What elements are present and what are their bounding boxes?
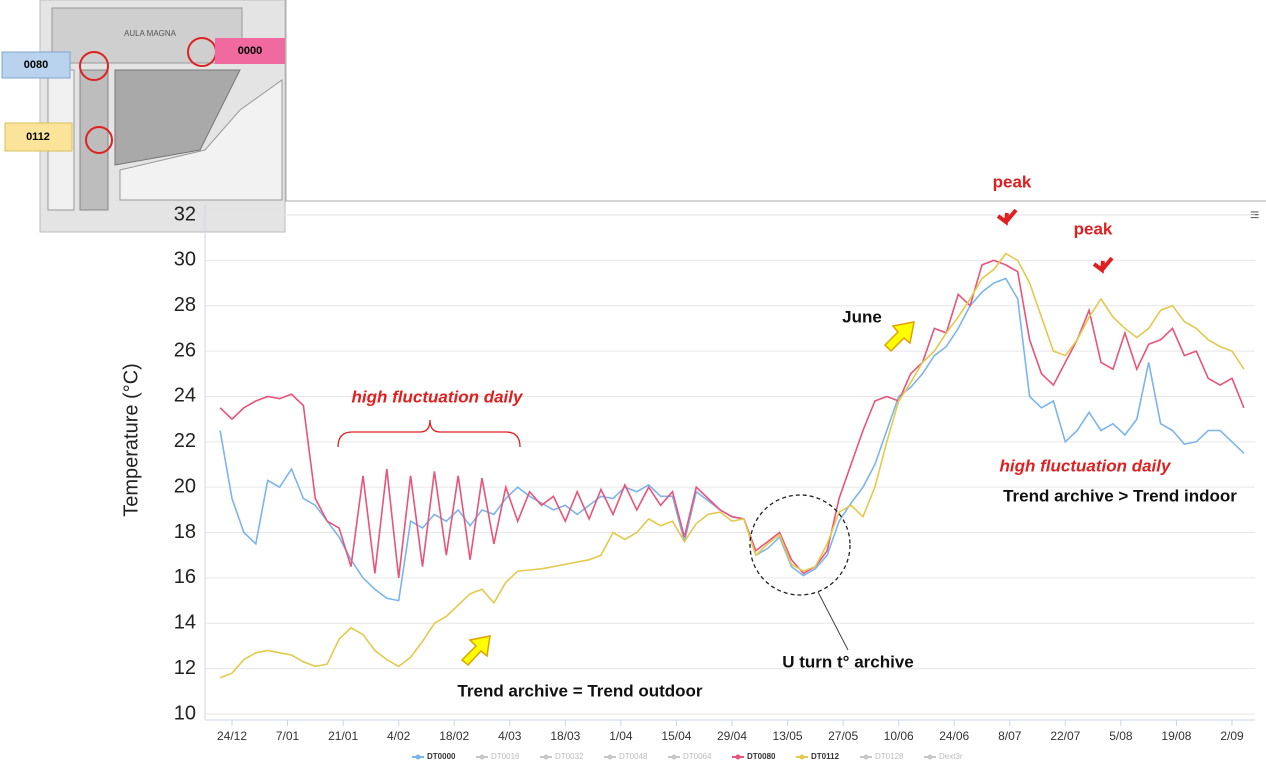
legend-label: DT0048: [619, 752, 648, 761]
y-tick-label: 24: [174, 385, 196, 407]
x-tick-label: 15/04: [661, 729, 691, 743]
x-tick-label: 18/02: [439, 729, 469, 743]
series-line: [219, 277, 1245, 602]
pointer: [817, 591, 849, 651]
legend-label: Dext3r: [939, 752, 963, 761]
annotation: high fluctuation daily: [352, 387, 524, 406]
annotation: Trend archive > Trend indoor: [1003, 486, 1237, 505]
legend-symbol: [799, 754, 805, 760]
legend-symbol: [543, 754, 549, 760]
arrow: [1092, 256, 1114, 274]
x-tick-label: 18/03: [550, 729, 580, 743]
legend-symbol: [479, 754, 485, 760]
sensor-label: 0000: [238, 45, 262, 57]
legend-symbol: [735, 754, 741, 760]
legend-label: DT0032: [555, 752, 584, 761]
y-tick-label: 20: [174, 475, 196, 497]
legend-label: DT0080: [747, 752, 776, 761]
y-tick-label: 14: [174, 612, 196, 634]
x-tick-label: 24/06: [939, 729, 969, 743]
arrow: [460, 635, 491, 667]
frame: [285, 0, 1266, 202]
legend-symbol: [863, 754, 869, 760]
legend-symbol: [607, 754, 613, 760]
x-tick-label: 8/07: [998, 729, 1022, 743]
x-tick-label: 4/03: [498, 729, 522, 743]
y-tick-label: 32: [174, 203, 196, 225]
series-line: [219, 252, 1245, 679]
legend-symbol: [927, 754, 933, 760]
x-tick-label: 2/09: [1220, 729, 1244, 743]
legend-label: DT0016: [491, 752, 520, 761]
annotation: June: [842, 307, 882, 326]
y-axis-title: Temperature (°C): [120, 363, 142, 517]
legend-symbol: [415, 754, 421, 760]
x-tick-label: 19/08: [1161, 729, 1191, 743]
arrow: [883, 321, 915, 353]
annotation: high fluctuation daily: [1000, 456, 1172, 475]
x-tick-label: 10/06: [884, 729, 914, 743]
x-tick-label: 27/05: [828, 729, 858, 743]
floor-plan: AULA MAGNA 0080 0000 0112: [1, 0, 286, 233]
y-tick-label: 28: [174, 294, 196, 316]
annotation: peak: [1074, 219, 1113, 238]
menu-icon[interactable]: ≡: [1250, 207, 1259, 224]
x-tick-label: 13/05: [773, 729, 803, 743]
y-tick-label: 30: [174, 249, 196, 271]
sensor-label: 0080: [24, 59, 48, 71]
y-tick-label: 16: [174, 566, 196, 588]
y-tick-label: 10: [174, 702, 196, 724]
x-tick-label: 24/12: [217, 729, 247, 743]
x-tick-label: 4/02: [387, 729, 411, 743]
annotation: peak: [993, 172, 1032, 191]
brace: [337, 419, 521, 448]
series-line: [219, 259, 1245, 578]
arrow: [996, 208, 1018, 226]
x-tick-label: 7/01: [276, 729, 300, 743]
x-tick-label: 5/08: [1109, 729, 1133, 743]
floor-title: AULA MAGNA: [124, 29, 177, 38]
legend-label: DT0064: [683, 752, 712, 761]
legend-symbol: [671, 754, 677, 760]
circle-highlight: [749, 494, 851, 596]
x-tick-label: 29/04: [717, 729, 747, 743]
y-tick-label: 18: [174, 521, 196, 543]
x-tick-label: 1/04: [609, 729, 633, 743]
x-tick-label: 21/01: [328, 729, 358, 743]
y-tick-label: 12: [174, 657, 196, 679]
legend-label: DT0000: [427, 752, 456, 761]
sensor-label: 0112: [26, 131, 50, 143]
legend-label: DT0128: [875, 752, 904, 761]
x-tick-label: 22/07: [1050, 729, 1080, 743]
y-tick-label: 26: [174, 339, 196, 361]
annotation: Trend archive = Trend outdoor: [457, 681, 703, 700]
y-tick-label: 22: [174, 430, 196, 452]
annotation: U turn t° archive: [782, 652, 914, 671]
legend-label: DT0112: [811, 752, 840, 761]
